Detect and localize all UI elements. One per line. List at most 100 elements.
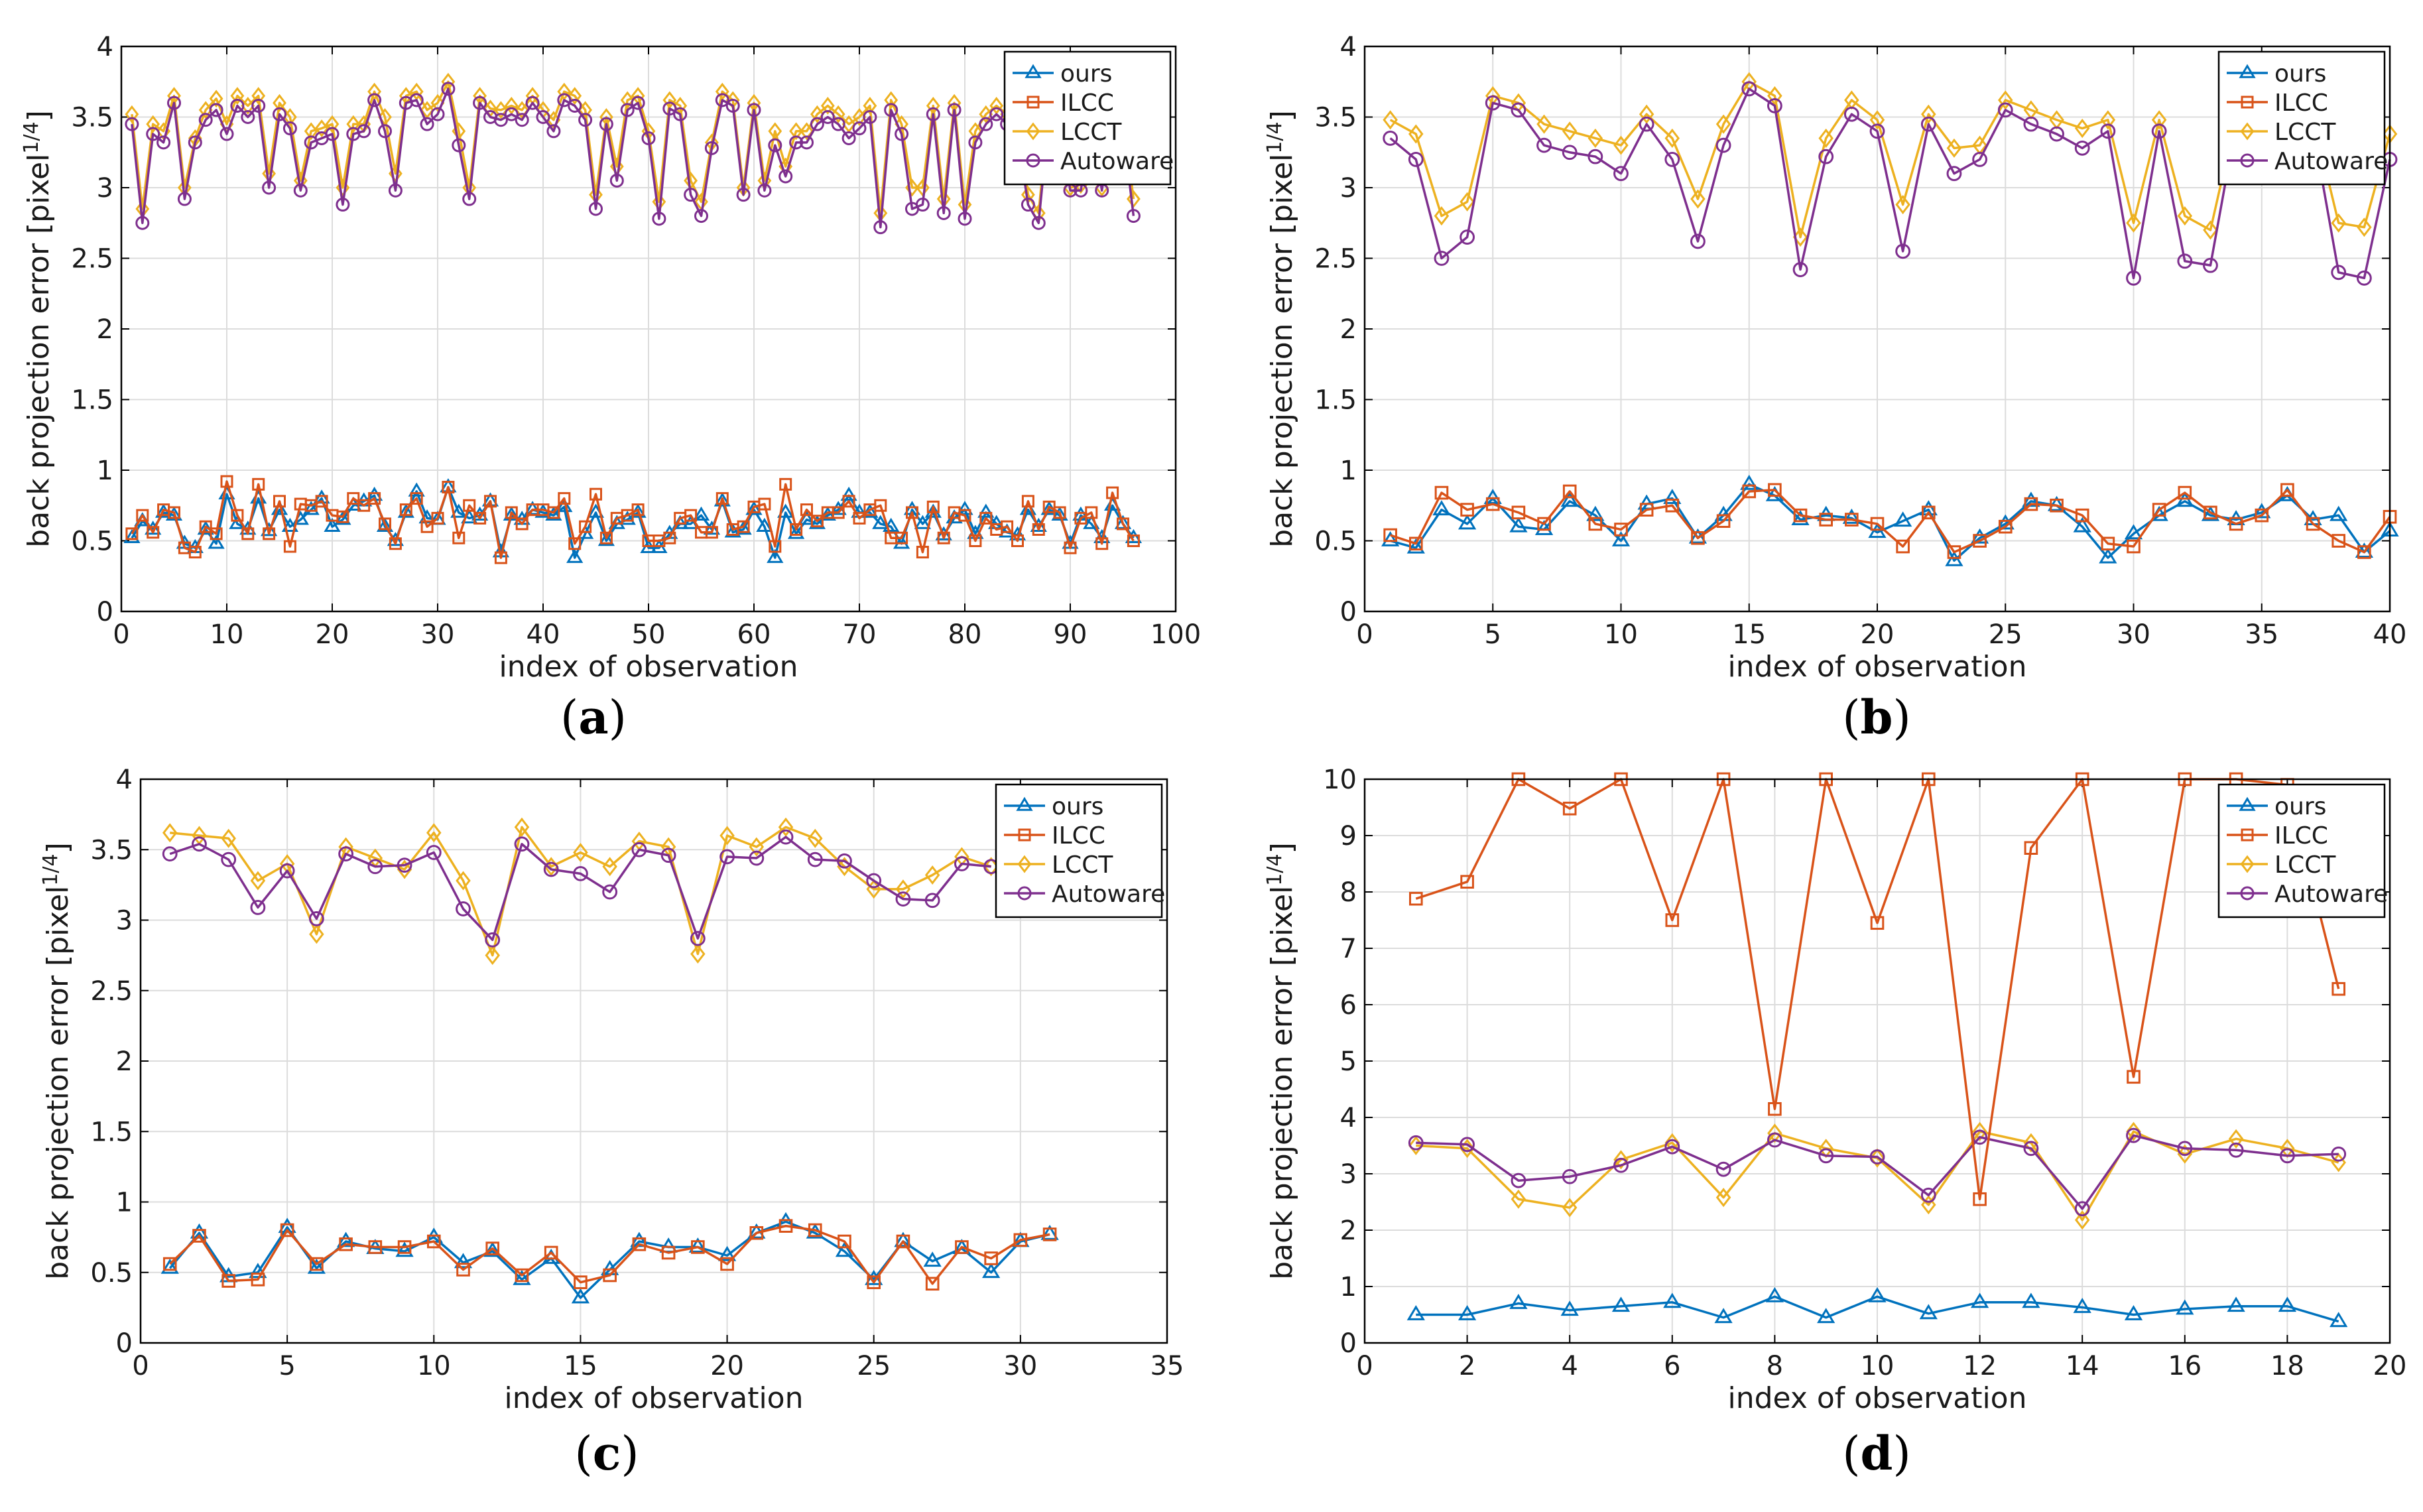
x-tick-label: 0 [1356, 1351, 1373, 1381]
data-point-autoware [456, 901, 471, 916]
data-point-autoware [1460, 1137, 1475, 1153]
data-point-lcct [715, 82, 729, 101]
data-point-lcct [2151, 110, 2167, 130]
data-point-ilcc [125, 527, 139, 540]
data-point-ilcc [1614, 523, 1628, 536]
data-point-ours [1458, 514, 1477, 530]
data-point-ilcc [485, 1241, 500, 1255]
data-point-ilcc [937, 531, 950, 544]
data-point-autoware [493, 113, 508, 127]
data-point-lcct [456, 871, 471, 891]
data-point-autoware [209, 103, 223, 117]
data-point-autoware [895, 891, 911, 907]
data-point-ours [924, 503, 942, 518]
x-tick-label: 10 [210, 619, 244, 650]
data-point-ilcc [603, 1268, 617, 1283]
data-point-ilcc [1665, 913, 1680, 927]
data-point-ours [1509, 517, 1528, 533]
data-point-autoware [1485, 95, 1501, 111]
data-point-autoware [599, 117, 613, 131]
data-point-ilcc [199, 520, 212, 533]
data-point-autoware [1664, 1139, 1680, 1155]
data-point-autoware [1511, 102, 1526, 118]
data-point-autoware [968, 135, 983, 150]
data-point-ours [2176, 1299, 2194, 1315]
legend-label: ours [1052, 793, 1103, 820]
data-point-ilcc [210, 527, 223, 540]
y-tick-label: 1.5 [90, 1117, 133, 1147]
data-point-ilcc [790, 523, 803, 536]
caption-letter: a [578, 690, 609, 745]
legend-label: ILCC [1052, 822, 1105, 850]
data-point-autoware [1408, 1135, 1424, 1151]
data-point-autoware [924, 893, 940, 909]
data-point-autoware [820, 110, 835, 124]
data-point-autoware [884, 103, 899, 117]
data-point-lcct [2177, 1144, 2193, 1164]
data-point-autoware [426, 845, 442, 860]
y-axis-label: back projection error [pixel1/4] [1263, 110, 1299, 548]
data-point-ilcc [579, 520, 592, 533]
data-point-lcct [863, 97, 877, 115]
data-point-lcct [573, 842, 588, 863]
data-point-autoware [262, 180, 277, 195]
y-tick-label: 9 [1340, 821, 1357, 851]
data-point-ilcc [1973, 534, 1987, 548]
data-point-autoware [2331, 1146, 2347, 1162]
data-point-ours [756, 517, 773, 532]
panels: 0 10 20 30 40 50 60 70 80 90 10000.511.522.533.54i… [20, 32, 2406, 1415]
data-point-ilcc [1485, 497, 1500, 511]
y-axis-label-main: back projection error [pixel [1265, 154, 1299, 548]
data-point-ilcc [842, 495, 855, 508]
data-point-ours [935, 526, 952, 540]
caption-open: ( [560, 690, 579, 745]
data-point-ours [324, 517, 341, 532]
data-point-lcct [568, 87, 582, 105]
data-point-autoware [725, 98, 740, 113]
y-axis-label-main: back projection error [pixel [1265, 886, 1299, 1280]
data-point-autoware [1946, 166, 1962, 182]
data-point-autoware [662, 101, 677, 116]
legend-swatch-marker [1016, 796, 1033, 811]
data-point-autoware [1715, 1161, 1731, 1177]
data-point-lcct [125, 105, 139, 123]
data-point-lcct [895, 879, 911, 899]
data-point-lcct [749, 837, 765, 857]
data-point-ours [1765, 1287, 1784, 1302]
data-point-ours [208, 535, 225, 549]
data-point-ours [2124, 1305, 2143, 1320]
data-point-autoware [989, 107, 1004, 121]
y-tick-label: 2.5 [1314, 244, 1357, 275]
data-point-ilcc [1434, 485, 1449, 500]
series-autoware [1408, 1127, 2347, 1217]
data-point-lcct [2331, 213, 2346, 233]
data-point-ours [2227, 1296, 2245, 1312]
data-point-lcct [578, 101, 592, 119]
series-line-lcct [131, 80, 1135, 215]
data-point-ilcc [632, 1237, 647, 1251]
data-point-autoware [1920, 1187, 1936, 1203]
data-point-lcct [250, 871, 266, 891]
y-tick-label: 1.5 [71, 385, 113, 416]
data-point-ours [2278, 1296, 2297, 1312]
legend-swatch-marker [2240, 886, 2255, 901]
data-point-ilcc [452, 531, 466, 544]
y-axis-label-sup: 1/4 [1263, 121, 1286, 153]
y-tick-label: 1 [1340, 456, 1357, 486]
data-point-ilcc [958, 509, 971, 522]
data-point-lcct [426, 823, 442, 843]
data-point-lcct [146, 115, 160, 133]
data-point-ilcc [737, 520, 750, 533]
data-point-autoware [926, 107, 940, 121]
data-point-ilcc [661, 1245, 676, 1260]
data-point-ours [1534, 519, 1554, 535]
data-point-autoware [473, 95, 487, 110]
data-point-ilcc [263, 527, 276, 540]
data-point-autoware [673, 107, 688, 121]
x-tick-label: 0 [113, 619, 129, 650]
y-axis-label-main: back projection error [pixel [41, 886, 75, 1280]
data-point-ilcc [574, 1275, 588, 1289]
data-point-autoware [863, 110, 877, 124]
data-point-ilcc [397, 1240, 412, 1254]
